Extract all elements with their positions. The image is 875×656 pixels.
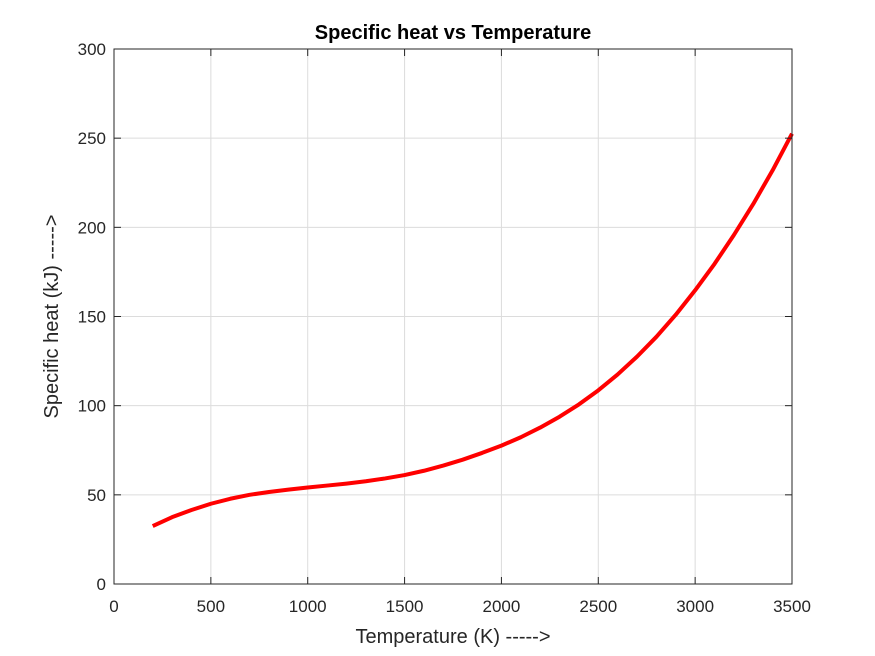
y-tick-label: 250 (78, 129, 106, 148)
x-tick-label: 3000 (676, 597, 714, 616)
y-axis-label: Specific heat (kJ) -----> (41, 215, 63, 419)
x-axis-label: Temperature (K) -----> (355, 626, 550, 648)
x-tick-label: 2000 (483, 597, 521, 616)
series-layer (151, 132, 794, 528)
x-tick-label: 1500 (386, 597, 424, 616)
y-tick-label: 100 (78, 397, 106, 416)
series-line (151, 132, 794, 528)
ticks: 0 500 1000 1500 2000 2500 3000 3500 0 50 100 150 200… (78, 40, 811, 616)
grid (113, 48, 793, 585)
y-tick-label: 0 (97, 575, 106, 594)
y-tick-label: 200 (78, 218, 106, 237)
y-tick-label: 300 (78, 40, 106, 59)
chart-title: Specific heat vs Temperature (315, 22, 591, 44)
x-tick-label: 0 (109, 597, 118, 616)
y-tick-label: 50 (87, 486, 106, 505)
x-tick-label: 2500 (579, 597, 617, 616)
x-tick-label: 3500 (773, 597, 811, 616)
x-tick-label: 1000 (289, 597, 327, 616)
y-tick-label: 150 (78, 308, 106, 327)
x-tick-label: 500 (197, 597, 225, 616)
